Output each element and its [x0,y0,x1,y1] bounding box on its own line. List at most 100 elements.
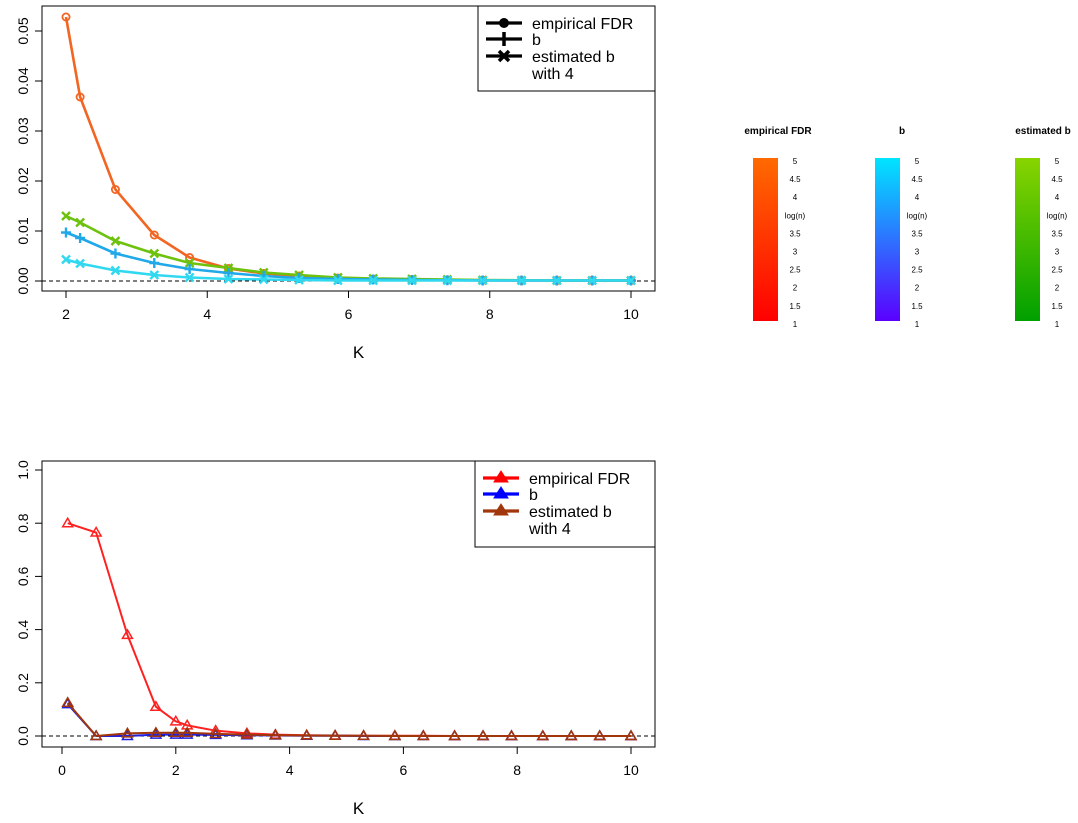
data-point [61,12,71,22]
color-scale-tick: 4.5 [911,175,923,184]
data-point [333,275,343,286]
x-tick-label: 10 [623,306,639,322]
legend-marker [497,49,511,63]
color-scale-tick: 2 [915,284,920,293]
color-scale-tick: 5 [915,157,920,166]
x-tick-label: 0 [58,762,66,778]
color-scale-tick: 3 [915,248,920,257]
data-point [388,729,402,741]
color-scale-tick: 2.5 [789,266,801,275]
y-tick-label: 0.0 [15,726,31,746]
data-point [448,729,461,741]
y-tick-label: 1.0 [15,460,31,480]
data-point [357,729,370,740]
data-point [180,728,194,739]
legend-label: estimated b [529,504,612,521]
legend-box [474,460,656,548]
x-tick-label: 8 [513,762,521,778]
y-tick-label: 0.6 [15,566,31,586]
data-point [110,236,121,246]
data-point [294,275,304,285]
x-tick-label: 4 [203,306,211,322]
y-tick-label: 0.2 [15,673,31,693]
data-point [240,728,254,739]
color-scale-tick: 2.5 [911,266,923,275]
x-tick-label: 2 [62,306,70,322]
color-scale-title: estimated b [1015,126,1071,137]
legend-label: empirical FDR [529,471,630,488]
data-point [75,92,85,102]
data-point [505,729,518,741]
data-point [89,526,103,537]
x-tick-label: 6 [345,306,353,322]
chart-1: 2 4 6 8 10 0.00 0.01 0.02 0.03 0.04 0.05 Kempirical… [15,5,656,362]
data-point [551,275,562,286]
legend-label: b [529,487,538,504]
color-scale-tick: 1 [915,320,920,329]
color-scale-bar [753,158,778,321]
data-point [110,265,121,276]
data-point [624,729,638,741]
color-scale-tick: 2 [1055,284,1060,293]
x-tick-label: 8 [486,306,494,322]
data-point [75,217,85,228]
y-tick-label: 0.4 [15,620,31,640]
color-scale-tick: 3 [1055,248,1060,257]
color-scale-bar [875,158,900,321]
y-tick-label: 0.01 [15,217,31,244]
color-scale-tick: 3 [793,248,798,257]
x-tick-label: 10 [623,762,639,778]
color-scale-tick: 1 [1055,320,1060,329]
data-point [61,227,71,238]
color-scale-tick: 2.5 [1051,266,1063,275]
data-point [184,258,195,268]
color-scale-title: b [899,126,905,137]
legend-label: estimated b [532,49,615,66]
x-axis-label: K [353,799,365,818]
y-tick-label: 0.02 [15,167,31,194]
color-scale-tick: 1.5 [1051,302,1063,311]
color-scale-tick: 2 [793,284,798,293]
data-point [61,211,71,221]
data-point [89,729,103,741]
data-point [368,275,379,286]
data-point [180,726,194,738]
data-point [149,248,160,259]
y-tick-label: 0.03 [15,117,31,144]
data-point [149,700,163,711]
data-point [516,275,527,286]
data-point [476,729,490,741]
data-point [110,184,120,194]
data-point [223,274,234,284]
x-tick-label: 6 [400,762,408,778]
data-point [417,729,430,741]
color-scale-tick: 4 [1055,193,1060,202]
legend-label: with 4 [528,521,571,538]
y-tick-label: 0.04 [15,67,31,94]
legend-marker [493,503,509,516]
color-scale-tick: 3.5 [911,229,923,238]
legend-label: b [532,32,541,49]
x-tick-label: 2 [172,762,180,778]
y-tick-label: 0.05 [15,17,31,44]
data-point [149,728,163,739]
legend-label: empirical FDR [532,16,633,33]
data-point [149,726,163,738]
data-point [169,728,183,739]
color-scale-legends: empirical FDR 5 4.5 4 log(n) 3.5 3 2.5 2 1.5 1 b 5 4.… [744,126,1070,329]
legend-label: with 4 [531,66,574,83]
color-scale-tick: 4 [793,193,798,202]
color-scale-tick: log(n) [785,211,806,220]
data-point [209,727,222,739]
data-point [149,230,159,240]
data-point [223,268,234,278]
data-point [258,274,269,285]
color-scale-tick: 4.5 [1051,175,1063,184]
legend-marker [499,18,509,28]
data-point [169,726,183,738]
data-point [121,729,134,741]
